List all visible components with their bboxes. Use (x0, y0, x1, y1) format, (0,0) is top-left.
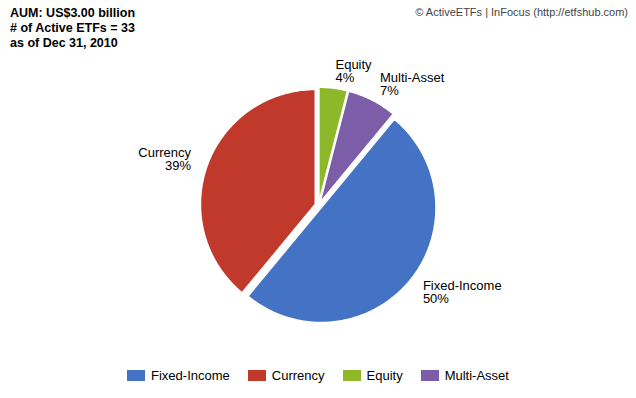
html-text:Fixed-Income: Fixed-Income (151, 367, 230, 383)
html-text:Currency: Currency (271, 367, 325, 383)
svg-text:Equity4%: Equity4% (335, 57, 372, 85)
svg-text:Fixed-Income50%: Fixed-Income50% (423, 278, 502, 306)
html-text:© ActiveETFs | InFocus (http:/: © ActiveETFs | InFocus (http://etfshub.c… (415, 6, 628, 18)
html-text:AUM: US$3.00 billion # of Acti: AUM: US$3.00 billion # of Active ETFs = … (10, 6, 135, 50)
svg-text:Multi-Asset7%: Multi-Asset7% (380, 70, 445, 98)
html-text:Multi-Asset: Multi-Asset (444, 367, 509, 383)
html-text:Equity: Equity (366, 367, 403, 383)
svg-text:Currency39%: Currency39% (138, 145, 191, 173)
